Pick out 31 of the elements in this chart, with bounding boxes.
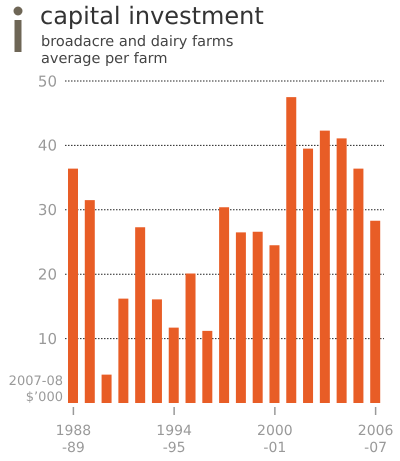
bar xyxy=(102,374,112,403)
bar xyxy=(202,330,212,403)
x-tick-label: 2006 -07 xyxy=(358,423,394,456)
y-axis-title: 2007-08 $’000 xyxy=(8,374,63,405)
y-tick-label: 40 xyxy=(38,136,57,155)
bar xyxy=(84,200,95,403)
x-tick-label: 1988 -89 xyxy=(56,423,92,456)
chart-title: capital investment xyxy=(40,2,264,30)
y-tick-label: 10 xyxy=(38,330,57,348)
bar xyxy=(118,298,128,403)
chart-subtitle: broadacre and dairy farms average per farm xyxy=(41,34,234,68)
bar xyxy=(68,168,78,403)
y-tick-label: 30 xyxy=(38,201,57,220)
bar xyxy=(219,207,230,403)
bar xyxy=(320,130,330,403)
bar xyxy=(269,245,280,403)
bar xyxy=(336,138,347,403)
y-tick-label: 20 xyxy=(38,266,57,284)
bar xyxy=(186,274,196,403)
x-tick-label: 2000 -01 xyxy=(257,423,293,456)
bar xyxy=(135,227,146,403)
bar xyxy=(236,232,246,403)
y-tick-label: 50 xyxy=(38,72,57,90)
bar xyxy=(370,220,380,403)
bar xyxy=(286,97,296,403)
bar xyxy=(252,232,263,403)
bar xyxy=(168,328,179,403)
bar xyxy=(152,299,162,403)
x-tick-label: 1994 -95 xyxy=(156,423,192,456)
bar xyxy=(353,168,364,403)
bar xyxy=(303,148,314,403)
